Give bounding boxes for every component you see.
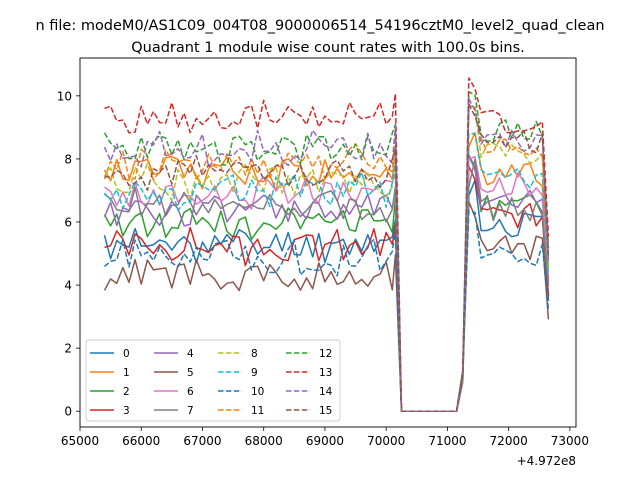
x-tick-label: 70000 — [367, 434, 405, 448]
series-line-8 — [103, 104, 550, 412]
series-line-3 — [104, 165, 550, 412]
series-line-4 — [103, 154, 550, 412]
x-tick-label: 72000 — [490, 434, 528, 448]
y-tick-label: 10 — [57, 89, 72, 103]
series-layer — [103, 77, 550, 412]
series-line-10 — [104, 210, 550, 412]
legend-label-8: 8 — [251, 348, 258, 360]
x-tick-label: 69000 — [306, 434, 344, 448]
legend-label-5: 5 — [187, 367, 194, 379]
series-line-9 — [103, 132, 550, 412]
legend-label-4: 4 — [187, 348, 194, 360]
legend-label-14: 14 — [319, 386, 333, 398]
x-tick-label: 65000 — [61, 434, 99, 448]
legend-label-10: 10 — [251, 386, 264, 398]
chart-title: Quadrant 1 module wise count rates with … — [131, 40, 525, 56]
figure-suptitle: n file: modeM0/AS1C09_004T08_9000006514_… — [35, 18, 604, 34]
y-tick-label: 6 — [64, 216, 72, 230]
y-tick-label: 4 — [64, 279, 72, 293]
series-line-15 — [104, 103, 550, 412]
x-tick-label: 66000 — [122, 434, 160, 448]
series-line-5 — [103, 200, 550, 412]
legend-label-11: 11 — [251, 405, 264, 417]
series-line-11 — [103, 104, 550, 412]
y-axis: 0 2 4 6 8 10 — [57, 89, 80, 419]
legend-label-9: 9 — [251, 367, 258, 379]
legend-label-1: 1 — [123, 367, 130, 379]
series-line-14 — [103, 98, 550, 412]
x-offset-label: +4.972e8 — [517, 454, 576, 468]
legend-label-6: 6 — [187, 386, 194, 398]
series-line-6 — [104, 155, 550, 412]
x-tick-label: 67000 — [183, 434, 221, 448]
series-line-7 — [104, 158, 550, 412]
series-line-13 — [104, 77, 550, 412]
legend-label-15: 15 — [319, 405, 332, 417]
y-tick-label: 8 — [64, 152, 72, 166]
x-tick-label: 73000 — [551, 434, 589, 448]
series-line-0 — [103, 179, 550, 412]
legend-label-3: 3 — [123, 405, 130, 417]
x-tick-label: 71000 — [428, 434, 466, 448]
legend-label-12: 12 — [319, 348, 332, 360]
y-tick-label: 2 — [64, 342, 72, 356]
x-axis: 65000 66000 67000 68000 69000 70000 71000 72000… — [61, 427, 589, 448]
legend-frame — [85, 339, 341, 422]
y-tick-label: 0 — [64, 405, 72, 419]
legend-label-0: 0 — [123, 348, 130, 360]
legend-label-2: 2 — [123, 386, 130, 398]
x-tick-label: 68000 — [245, 434, 283, 448]
plot-frame — [79, 57, 577, 428]
legend-label-7: 7 — [187, 405, 194, 417]
legend-label-13: 13 — [319, 367, 332, 379]
